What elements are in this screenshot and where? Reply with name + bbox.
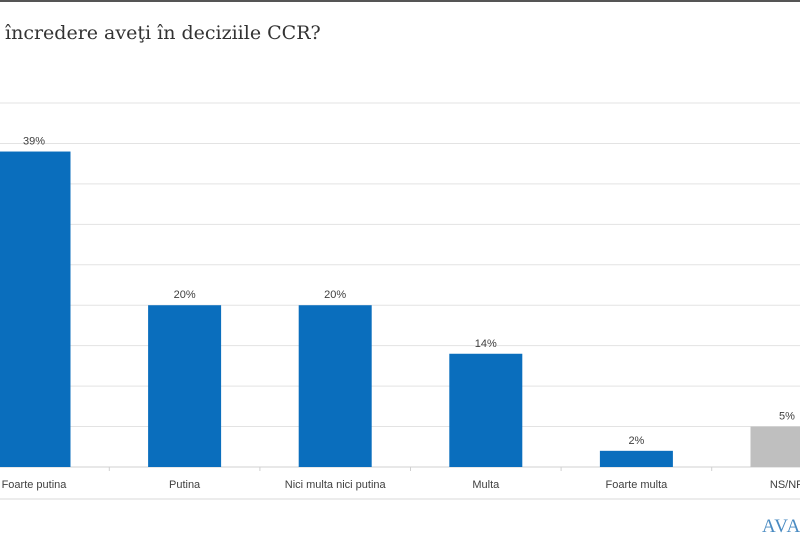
- data-label: 14%: [475, 338, 497, 350]
- bar-ns-nr: [751, 427, 800, 467]
- category-label: Foarte multa: [606, 479, 669, 491]
- bar-multa: [449, 354, 522, 467]
- data-label: 5%: [779, 411, 795, 423]
- data-label: 2%: [628, 435, 644, 447]
- data-label: 39%: [23, 136, 45, 148]
- category-label: Putina: [169, 479, 201, 491]
- bar-foarte-putina: [0, 152, 71, 467]
- data-label: 20%: [174, 289, 196, 301]
- data-label: 20%: [324, 289, 346, 301]
- bar-putina: [148, 305, 221, 467]
- bar-nici-multa-nici-putina: [299, 305, 372, 467]
- logo: AVAN: [762, 516, 800, 538]
- category-label: Foarte putina: [2, 479, 68, 491]
- bar-foarte-multa: [600, 451, 673, 467]
- category-label: Nici multa nici putina: [285, 479, 387, 491]
- category-label: NS/NR: [770, 479, 800, 491]
- category-label: Multa: [472, 479, 500, 491]
